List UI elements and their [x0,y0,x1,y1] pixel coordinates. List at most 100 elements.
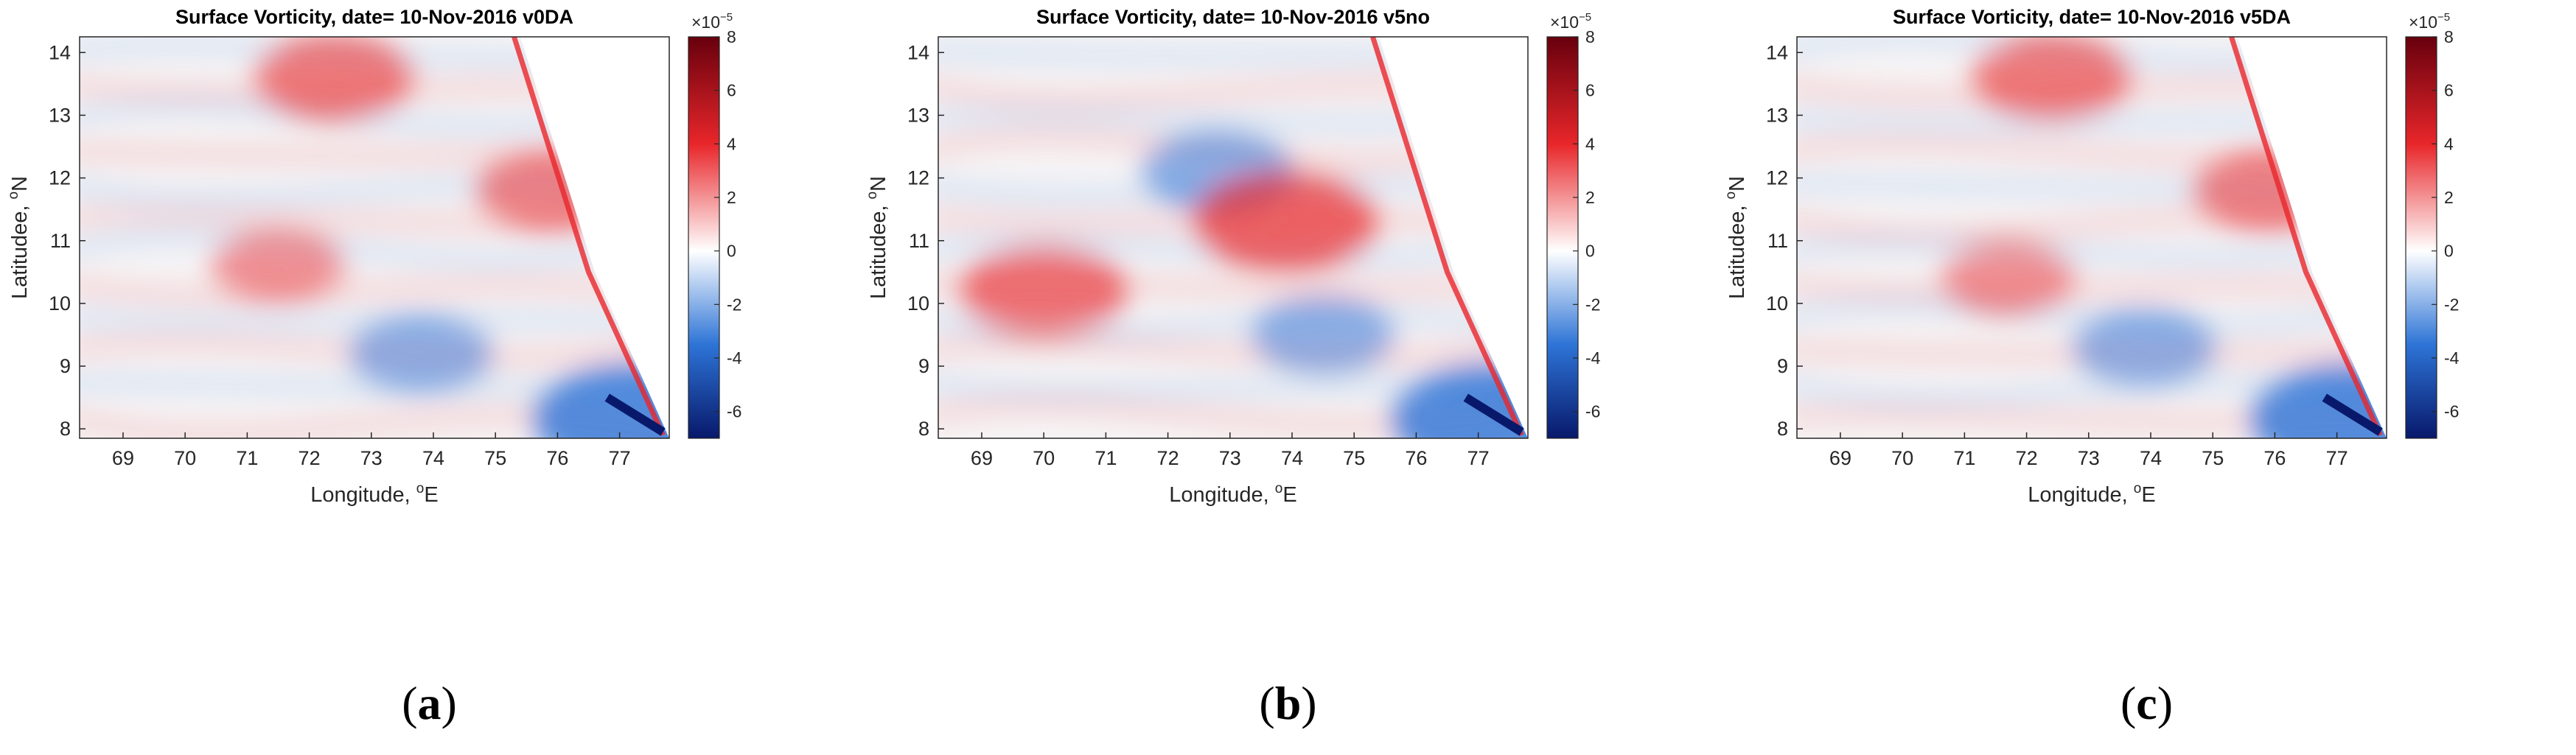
colorbar-tick-label: 4 [2444,134,2454,153]
panel-caption: (b) [1259,677,1317,729]
vorticity-feature [209,228,347,304]
colorbar-scale-label: ×10−5 [691,11,733,32]
colorbar-tick-label: 0 [2444,242,2454,261]
x-axis-label: Longitude, oE [1169,481,1296,507]
y-tick-label: 8 [1777,418,1788,440]
colorbar-tick-label: 2 [727,188,736,207]
vorticity-chart: 69 70 71 72 73 74 75 76 77 8 9 10 11 12 13 14 Surface Vo… [1723,6,2460,507]
colorbar-tick-label: -6 [2444,402,2459,421]
y-tick-label: 9 [60,355,71,377]
x-tick-label: 75 [484,447,506,469]
vorticity-feature [348,313,494,394]
y-tick-label: 10 [49,292,71,315]
colorbar-tick-label: -4 [2444,348,2460,368]
colorbar-tick-label: 2 [1585,188,1595,207]
vorticity-feature [1250,295,1396,375]
colorbar-tick-label: 0 [1585,242,1595,261]
colorbar-tick-label: -4 [1585,348,1601,368]
panel-caption: (a) [402,677,457,729]
colorbar-scale-label: ×10−5 [1550,11,1591,32]
x-tick-label: 72 [1157,447,1179,469]
colorbar-tick-label: 6 [727,81,736,100]
colorbar-tick-label: -6 [727,402,741,421]
x-tick-label: 71 [1095,447,1117,469]
panel-label: c [2136,677,2157,729]
x-tick-label: 76 [546,447,568,469]
vorticity-feature [1192,171,1380,273]
y-tick-label: 14 [1766,41,1788,63]
colorbar-tick-label: 8 [2444,27,2454,46]
x-tick-label: 74 [422,447,444,469]
chart-title: Surface Vorticity, date= 10-Nov-2016 v5D… [1893,6,2291,28]
vorticity-feature [253,37,416,122]
vorticity-feature [1939,240,2077,317]
chart-title: Surface Vorticity, date= 10-Nov-2016 v0D… [175,6,573,28]
y-tick-label: 8 [918,418,929,440]
y-tick-label: 9 [1777,355,1788,377]
y-tick-label: 14 [49,41,71,63]
y-tick-label: 9 [918,355,929,377]
y-tick-label: 8 [60,418,71,440]
panel-b: 69 70 71 72 73 74 75 76 77 8 9 10 11 12 13 14 Surface Vo… [859,0,1717,755]
y-tick-label: 13 [907,104,929,126]
colorbar-tick-label: 8 [1585,27,1595,46]
y-tick-label: 12 [49,167,71,189]
x-tick-label: 71 [236,447,258,469]
colorbar-tick-label: -4 [727,348,742,368]
x-tick-label: 77 [2326,447,2348,469]
x-tick-label: 71 [1953,447,1975,469]
colorbar-tick-label: -2 [1585,295,1600,314]
vorticity-feature [1970,37,2133,122]
x-axis-label: Longitude, oE [310,481,438,507]
y-tick-label: 11 [1767,230,1788,252]
colorbar-tick-label: 8 [727,27,736,46]
panel-caption: (c) [2120,677,2174,729]
x-tick-label: 73 [2078,447,2100,469]
x-tick-label: 75 [2202,447,2224,469]
y-tick-label: 11 [50,230,71,252]
x-tick-label: 74 [1281,447,1303,469]
y-tick-label: 14 [907,41,929,63]
x-axis-label: Longitude, oE [2028,481,2155,507]
vorticity-feature [2072,307,2218,387]
x-tick-label: 77 [609,447,631,469]
x-tick-label: 70 [1033,447,1055,469]
colorbar-tick-label: 2 [2444,188,2454,207]
colorbar-scale-label: ×10−5 [2409,11,2450,32]
colorbar-tick-label: 0 [727,242,736,261]
x-tick-label: 72 [299,447,321,469]
y-tick-label: 11 [909,230,929,252]
y-tick-label: 13 [49,104,71,126]
panel-label: a [417,677,441,729]
y-tick-label: 12 [907,167,929,189]
y-axis-label: Latitudee, oN [6,176,32,299]
x-tick-label: 73 [1219,447,1241,469]
colorbar-tick-label: 6 [1585,81,1595,100]
x-tick-label: 69 [971,447,993,469]
y-tick-label: 10 [1766,292,1788,315]
vorticity-chart: 69 70 71 72 73 74 75 76 77 8 9 10 11 12 13 14 Surface Vo… [865,6,1601,507]
x-tick-label: 70 [1891,447,1913,469]
x-tick-label: 70 [174,447,196,469]
y-axis-label: Latitudee, oN [865,176,890,299]
colorbar-tick-label: 4 [1585,134,1595,153]
x-tick-label: 72 [2016,447,2038,469]
x-tick-label: 69 [112,447,134,469]
panel-a: 69 70 71 72 73 74 75 76 77 8 9 10 11 12 13 14 Surface Vo… [0,0,859,755]
chart-title: Surface Vorticity, date= 10-Nov-2016 v5n… [1036,6,1430,28]
x-tick-label: 73 [360,447,383,469]
colorbar [1546,36,1579,439]
colorbar-tick-label: -6 [1585,402,1600,421]
y-tick-label: 10 [907,292,929,315]
y-axis-label: Latitudee, oN [1723,176,1749,299]
colorbar-tick-label: -2 [2444,295,2459,314]
vorticity-feature [958,245,1129,337]
colorbar [2405,36,2437,439]
y-tick-label: 12 [1766,167,1788,189]
x-tick-label: 76 [2263,447,2286,469]
x-tick-label: 74 [2140,447,2162,469]
panel-c: 69 70 71 72 73 74 75 76 77 8 9 10 11 12 13 14 Surface Vo… [1717,0,2576,755]
x-tick-label: 69 [1829,447,1851,469]
y-tick-label: 13 [1766,104,1788,126]
x-tick-label: 77 [1467,447,1490,469]
